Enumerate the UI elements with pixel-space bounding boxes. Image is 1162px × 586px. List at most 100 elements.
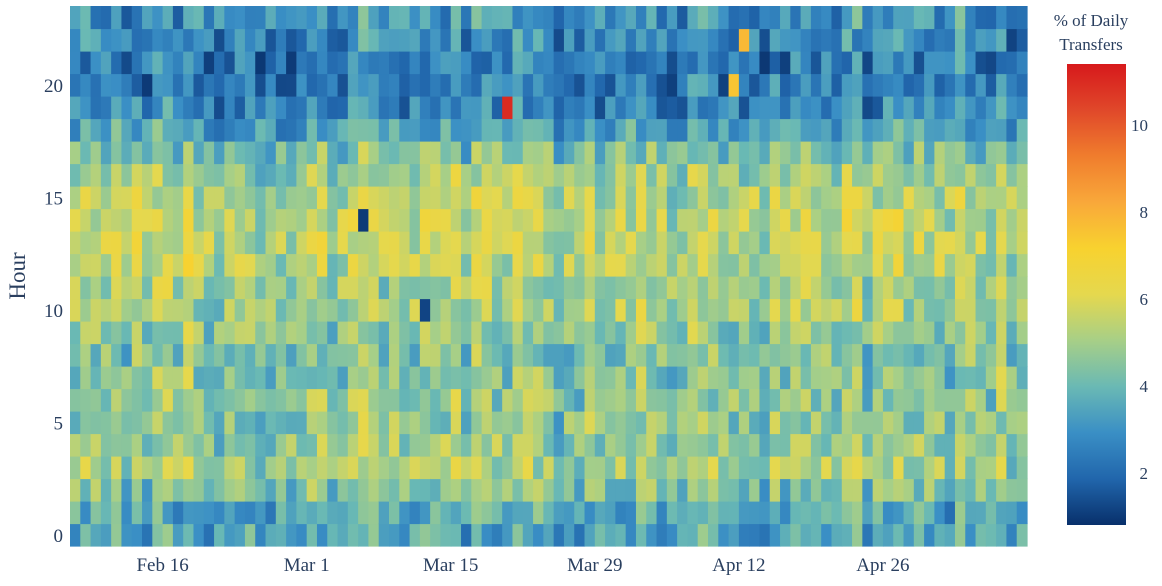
heatmap-cell xyxy=(605,321,616,345)
heatmap-cell xyxy=(605,411,616,435)
heatmap-cell xyxy=(358,388,370,412)
heatmap-cell xyxy=(862,433,874,457)
heatmap-cell xyxy=(759,343,771,367)
heatmap-cell xyxy=(749,141,761,165)
heatmap-cell xyxy=(152,28,164,52)
heatmap-cell xyxy=(100,231,112,255)
heatmap-cell xyxy=(481,28,493,52)
heatmap-cell xyxy=(131,253,143,277)
heatmap-cell xyxy=(965,411,977,435)
heatmap-cell xyxy=(358,28,370,52)
heatmap-cell xyxy=(440,298,452,322)
heatmap-cell xyxy=(646,6,658,30)
heatmap-cell xyxy=(286,343,297,367)
heatmap-cell xyxy=(893,253,905,277)
heatmap-cell xyxy=(378,501,390,525)
heatmap-cell xyxy=(265,253,277,277)
heatmap-cell xyxy=(450,6,462,30)
heatmap-cell xyxy=(306,523,318,547)
heatmap-cell xyxy=(852,456,863,480)
heatmap-cell xyxy=(780,523,791,547)
heatmap-cell xyxy=(111,433,123,457)
heatmap-cell xyxy=(1016,28,1028,52)
heatmap-cell xyxy=(934,523,946,547)
heatmap-cell xyxy=(224,73,236,97)
heatmap-cell xyxy=(728,298,740,322)
heatmap-cell xyxy=(656,231,668,255)
heatmap-cell xyxy=(954,118,966,142)
heatmap-cell xyxy=(471,186,483,210)
heatmap-cell xyxy=(738,186,750,210)
heatmap-cell xyxy=(90,433,102,457)
heatmap-cell xyxy=(172,343,184,367)
heatmap-cell xyxy=(275,433,287,457)
heatmap-cell xyxy=(234,231,246,255)
heatmap-cell xyxy=(193,141,205,165)
heatmap-cell xyxy=(954,321,966,345)
heatmap-cell xyxy=(666,51,678,75)
heatmap-cell xyxy=(954,73,966,97)
heatmap-cell xyxy=(481,321,493,345)
heatmap-cell xyxy=(275,73,287,97)
heatmap-cell xyxy=(306,433,318,457)
heatmap-cell xyxy=(512,298,524,322)
heatmap-cell xyxy=(306,366,318,390)
heatmap-cell xyxy=(553,411,565,435)
heatmap-cell xyxy=(697,321,709,345)
heatmap-cell xyxy=(491,433,503,457)
heatmap-cell xyxy=(152,388,164,412)
heatmap-cell xyxy=(1016,321,1028,345)
heatmap-cell xyxy=(193,388,205,412)
heatmap-cell xyxy=(759,478,771,502)
heatmap-cell xyxy=(646,231,658,255)
heatmap-cell xyxy=(142,501,153,525)
heatmap-cell xyxy=(358,366,370,390)
heatmap-cell xyxy=(121,478,133,502)
heatmap-cell xyxy=(142,96,153,120)
heatmap-cell xyxy=(183,231,195,255)
heatmap-cell xyxy=(255,253,267,277)
heatmap-cell xyxy=(687,523,699,547)
heatmap-cell xyxy=(677,6,689,30)
heatmap-cell xyxy=(162,321,174,345)
heatmap-cell xyxy=(70,276,81,300)
heatmap-cell xyxy=(1016,523,1028,547)
heatmap-cell xyxy=(996,276,1008,300)
heatmap-cell xyxy=(378,141,390,165)
heatmap-cell xyxy=(461,456,472,480)
heatmap-cell xyxy=(389,73,400,97)
heatmap-cell xyxy=(985,208,997,232)
heatmap-cell xyxy=(378,321,390,345)
heatmap-cell xyxy=(965,366,977,390)
heatmap-cell xyxy=(430,456,442,480)
heatmap-cell xyxy=(697,118,709,142)
heatmap-cell xyxy=(584,6,596,30)
heatmap-cell xyxy=(635,51,647,75)
heatmap-cell xyxy=(780,28,791,52)
heatmap-cell xyxy=(718,433,730,457)
heatmap-cell xyxy=(265,321,277,345)
heatmap-cell xyxy=(594,433,606,457)
heatmap-cell xyxy=(306,186,318,210)
heatmap-cell xyxy=(337,6,349,30)
heatmap-cell xyxy=(193,276,205,300)
heatmap-cell xyxy=(893,411,905,435)
heatmap-cell xyxy=(347,141,359,165)
heatmap-cell xyxy=(522,231,534,255)
heatmap-cell xyxy=(697,186,709,210)
heatmap-cell xyxy=(131,96,143,120)
heatmap-cell xyxy=(800,433,812,457)
heatmap-cell xyxy=(275,366,287,390)
heatmap-cell xyxy=(718,501,730,525)
heatmap-cell xyxy=(461,51,472,75)
heatmap-cell xyxy=(790,411,802,435)
heatmap-cell xyxy=(491,321,503,345)
heatmap-cell xyxy=(810,478,822,502)
heatmap-cell xyxy=(286,276,297,300)
heatmap-cell xyxy=(80,208,92,232)
heatmap-cell xyxy=(975,73,987,97)
heatmap-cell xyxy=(316,118,328,142)
heatmap-cell xyxy=(543,231,555,255)
heatmap-cell xyxy=(286,96,297,120)
heatmap-cell xyxy=(337,298,349,322)
